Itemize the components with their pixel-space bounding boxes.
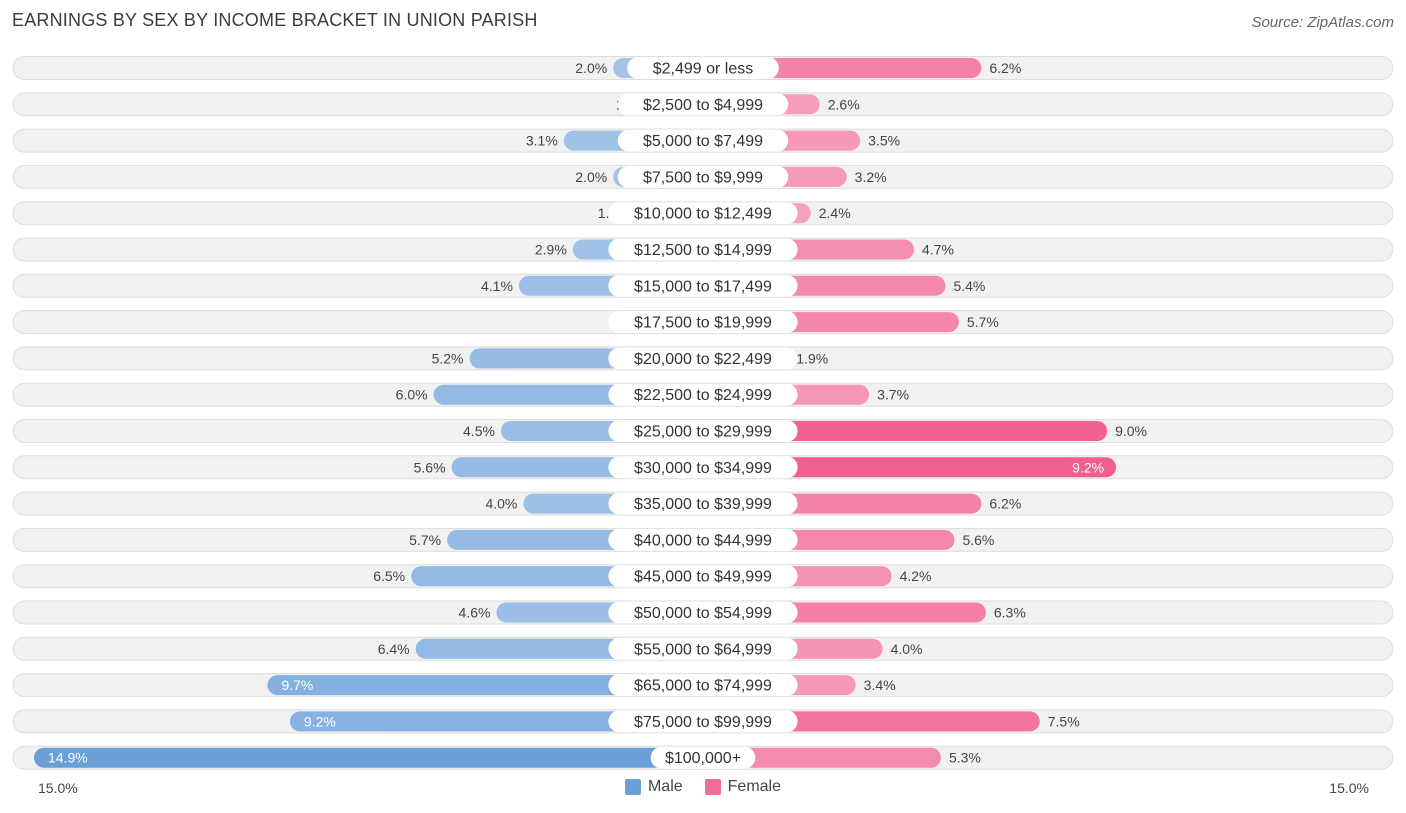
category-label: $15,000 to $17,499 [634,278,772,295]
category-label-bg [608,674,798,697]
category-label-bg [608,710,798,733]
category-label-bg [608,492,798,515]
category-label-bg [617,129,789,152]
male-value-label: 3.1% [526,133,558,149]
female-value-label: 5.7% [967,314,999,330]
axis-min-label: 15.0% [38,780,78,796]
legend-label-female: Female [727,778,782,795]
male-value-label: 2.9% [535,242,567,258]
female-value-label: 7.5% [1048,713,1080,729]
category-label-bg [608,528,798,551]
category-label: $50,000 to $54,999 [634,605,772,622]
category-label: $2,499 or less [653,61,754,78]
male-value-label: 6.0% [396,387,428,403]
category-label: $45,000 to $49,999 [634,569,772,586]
male-value-label: 5.6% [414,459,446,475]
category-label-bg [608,383,798,406]
male-value-label: 6.5% [373,568,405,584]
category-label: $17,500 to $19,999 [634,315,772,332]
category-label: $35,000 to $39,999 [634,496,772,513]
category-label: $22,500 to $24,999 [634,387,772,404]
category-label-bg [608,347,798,370]
male-value-label: 2.0% [575,169,607,185]
female-value-label: 4.7% [922,242,954,258]
category-label: $55,000 to $64,999 [634,641,772,658]
female-value-label: 2.6% [828,96,860,112]
male-value-label: 5.2% [432,350,464,366]
legend-item-female[interactable]: Female [704,778,782,796]
male-value-label: 4.6% [459,605,491,621]
category-label: $30,000 to $34,999 [634,460,772,477]
category-label-bg [627,57,779,79]
category-label: $65,000 to $74,999 [634,678,772,695]
male-value-label: 9.2% [304,713,336,729]
legend-swatch-female [704,779,721,795]
female-value-label: 3.2% [855,169,887,185]
category-label: $5,000 to $7,499 [643,133,763,150]
male-value-label: 2.0% [575,60,607,76]
category-label: $40,000 to $44,999 [634,532,772,549]
female-value-label: 2.4% [819,205,851,221]
female-value-label: 5.6% [962,532,994,548]
male-value-label: 4.1% [481,278,513,294]
legend-item-male[interactable]: Male [624,778,683,796]
category-label-bg [608,202,798,225]
female-value-label: 9.0% [1115,423,1147,439]
category-label: $25,000 to $29,999 [634,424,772,441]
legend-label-male: Male [647,778,683,795]
axis-max-label: 15.0% [1329,780,1369,796]
category-label-bg [608,274,798,297]
female-value-label: 3.7% [877,387,909,403]
female-value-label: 1.9% [796,350,828,366]
category-label: $12,500 to $14,999 [634,242,772,259]
category-label: $75,000 to $99,999 [634,714,772,731]
female-value-label: 6.3% [994,605,1026,621]
female-value-label: 3.4% [864,677,896,693]
male-value-label: 4.5% [463,423,495,439]
category-label-bg [608,565,798,588]
category-label: $2,500 to $4,999 [643,97,763,114]
category-label: $100,000+ [665,750,741,767]
source-label: Source: ZipAtlas.com [1251,14,1394,31]
legend-swatch-male [624,779,641,795]
female-value-label: 5.4% [953,278,985,294]
male-bar [33,747,704,768]
female-value-label: 9.2% [1072,459,1104,475]
category-label-bg [608,637,798,660]
category-label-bg [617,165,789,188]
female-bar [703,747,941,768]
female-bar [703,421,1108,441]
female-value-label: 5.3% [949,750,981,766]
category-label: $7,500 to $9,999 [643,169,763,186]
chart-title: EARNINGS BY SEX BY INCOME BRACKET IN UNI… [12,10,538,30]
male-value-label: 5.7% [409,532,441,548]
male-bar [289,711,703,732]
female-bar [703,457,1117,478]
category-label-bg [608,420,798,442]
category-label: $10,000 to $12,499 [634,206,772,223]
male-value-label: 4.0% [485,496,517,512]
legend: Male Female [0,778,1406,796]
female-value-label: 4.2% [900,568,932,584]
category-label-bg [608,456,798,479]
male-bar [267,675,703,696]
category-label: $20,000 to $22,499 [634,351,772,368]
male-value-label: 6.4% [378,641,410,657]
category-label-bg [650,746,756,769]
male-value-label: 14.9% [48,750,88,766]
category-label-bg [608,311,798,334]
male-value-label: 9.7% [281,677,313,693]
category-label-bg [617,93,789,116]
category-label-bg [608,601,798,624]
category-label-bg [608,238,798,261]
female-value-label: 3.5% [868,133,900,149]
female-value-label: 4.0% [891,641,923,657]
female-value-label: 6.2% [989,496,1021,512]
female-value-label: 6.2% [989,60,1021,76]
